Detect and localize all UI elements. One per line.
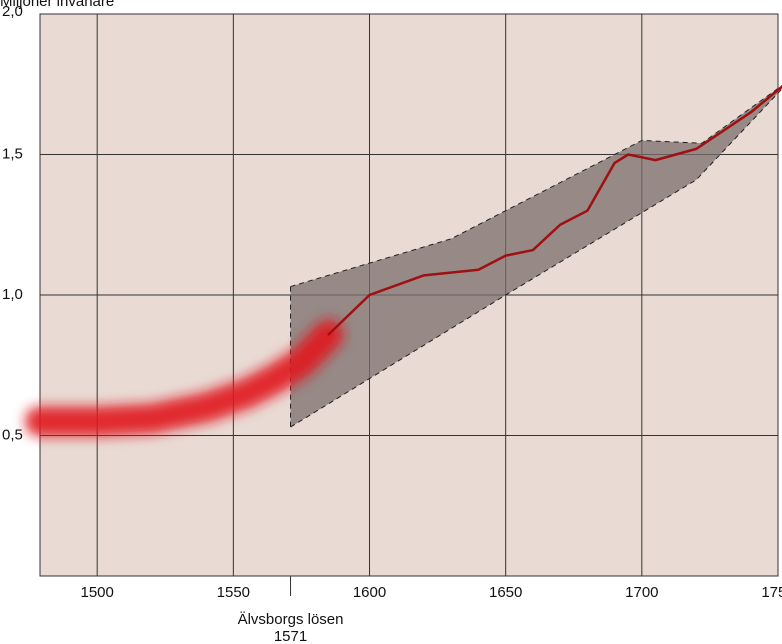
fuzzy-estimate xyxy=(25,319,344,437)
x-tick-label: 1750 xyxy=(761,584,782,601)
x-tick-label: 1550 xyxy=(217,584,250,601)
plot-frame xyxy=(39,13,779,577)
x-tick-label: 1600 xyxy=(353,584,386,601)
y-tick-label: 1,0 xyxy=(2,286,23,303)
x-tick-label: 1650 xyxy=(489,584,522,601)
x-tick-label: 1500 xyxy=(81,584,114,601)
annotation-text: Älvsborgs lösen xyxy=(238,611,344,628)
band-lower xyxy=(290,88,782,428)
annotation-year: 1571 xyxy=(274,628,307,644)
population-line xyxy=(327,84,782,336)
y-tick-label: 1,5 xyxy=(2,145,23,162)
x-tick-label: 1700 xyxy=(625,584,658,601)
uncertainty-band xyxy=(290,85,782,428)
band-upper xyxy=(290,84,782,288)
y-tick-label: 0,5 xyxy=(2,426,23,443)
y-axis-label: Miljoner invånare xyxy=(0,0,114,10)
y-tick-label: 2,0 xyxy=(2,3,23,20)
